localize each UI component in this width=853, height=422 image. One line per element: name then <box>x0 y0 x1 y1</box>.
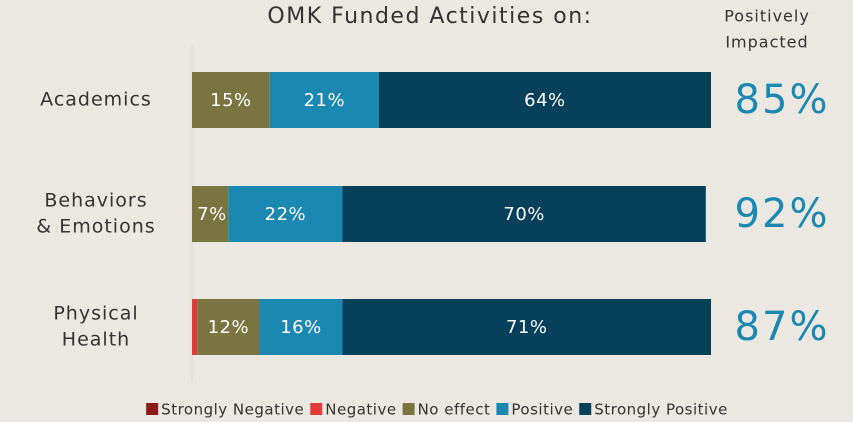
totals-header: Impacted <box>725 33 808 52</box>
legend-swatch <box>146 403 159 415</box>
value-label: 71% <box>506 317 548 338</box>
value-label: 7% <box>197 204 227 225</box>
legend-swatch <box>402 403 415 415</box>
category-label: Behaviors <box>44 190 147 212</box>
value-label: 16% <box>280 317 322 338</box>
bar-segment <box>378 72 711 128</box>
bar-segment <box>192 186 229 242</box>
category-label: Academics <box>40 89 152 111</box>
chart-title: OMK Funded Activities on: <box>267 4 592 29</box>
legend-swatch <box>496 403 509 415</box>
category-label: & Emotions <box>36 216 155 238</box>
value-label: 21% <box>304 90 346 111</box>
value-label: 12% <box>208 317 250 338</box>
bar-segment <box>228 186 343 242</box>
value-label: 64% <box>524 90 566 111</box>
bar-segment <box>269 72 379 128</box>
category-label: Health <box>62 329 130 351</box>
category-label: Physical <box>53 303 138 325</box>
bar-segment <box>259 299 343 355</box>
total-label: 87% <box>735 304 830 350</box>
bar-segment <box>192 72 270 128</box>
legend-swatch <box>579 403 592 415</box>
bar-segment <box>197 299 260 355</box>
total-label: 92% <box>735 191 830 237</box>
legend-swatch <box>310 403 323 415</box>
value-label: 22% <box>265 204 307 225</box>
value-label: 70% <box>503 204 545 225</box>
bar-segment <box>342 186 706 242</box>
legend-label: Strongly Positive <box>594 401 728 419</box>
legend-label: Negative <box>325 401 396 419</box>
total-label: 85% <box>735 77 830 123</box>
legend-label: Strongly Negative <box>161 401 304 419</box>
bar-segment <box>192 299 198 355</box>
bar-segment <box>342 299 711 355</box>
legend-label: Positive <box>511 401 573 419</box>
legend-label: No effect <box>418 401 491 419</box>
value-label: 15% <box>210 90 252 111</box>
totals-header: Positively <box>724 7 810 26</box>
